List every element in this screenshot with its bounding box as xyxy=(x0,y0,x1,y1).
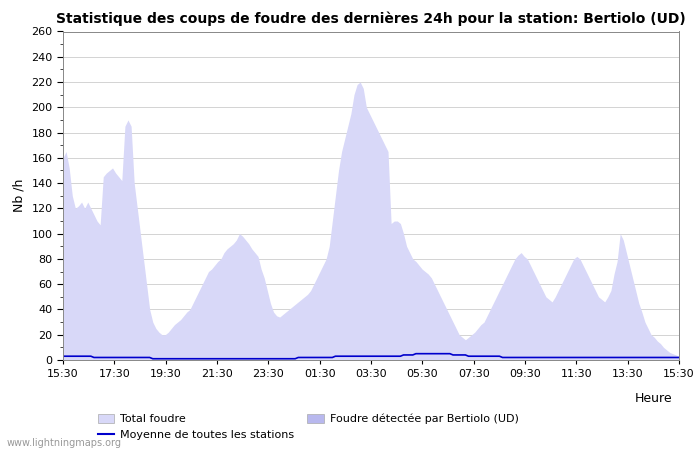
Text: Heure: Heure xyxy=(634,392,672,405)
Y-axis label: Nb /h: Nb /h xyxy=(13,179,26,212)
Legend: Total foudre, Moyenne de toutes les stations, Foudre détectée par Bertiolo (UD): Total foudre, Moyenne de toutes les stat… xyxy=(97,414,519,440)
Text: www.lightningmaps.org: www.lightningmaps.org xyxy=(7,438,122,448)
Title: Statistique des coups de foudre des dernières 24h pour la station: Bertiolo (UD): Statistique des coups de foudre des dern… xyxy=(56,12,686,26)
